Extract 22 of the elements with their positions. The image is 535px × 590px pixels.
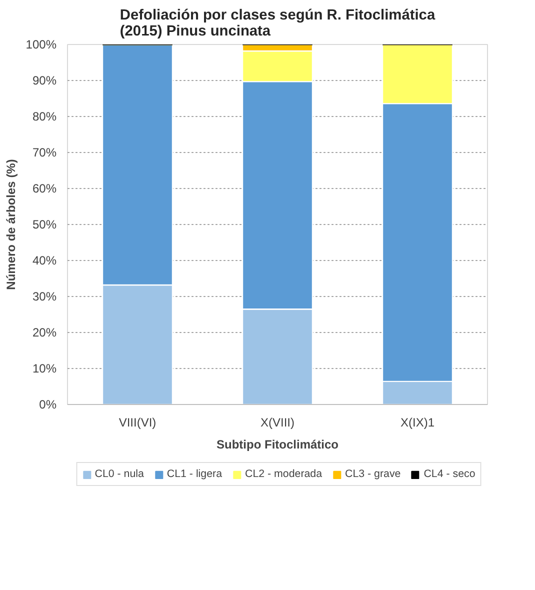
chart-title: Defoliación por clases según R. Fitoclimática (2015) Pinus uncinata — [120, 8, 436, 40]
y-tick-label: 40% — [32, 254, 57, 268]
legend-label: CL2 - moderada — [245, 468, 322, 480]
x-axis-title: Subtipo Fitoclimático — [216, 438, 338, 452]
y-tick-label: 30% — [32, 290, 57, 304]
legend-label: CL4 - seco — [424, 468, 476, 480]
y-axis-title: Número de árboles (%) — [4, 159, 18, 290]
y-tick-label: 20% — [32, 326, 57, 340]
legend-label: CL0 - nula — [94, 468, 144, 480]
x-tick-label: X(VIII) — [260, 416, 295, 430]
legend-label: CL3 - grave — [345, 468, 401, 480]
y-tick-label: 70% — [32, 146, 57, 160]
y-tick-label: 50% — [32, 218, 57, 232]
y-tick-label: 10% — [32, 362, 57, 376]
y-tick-label: 100% — [26, 38, 57, 52]
y-tick-label: 90% — [32, 74, 57, 88]
y-tick-label: 80% — [32, 110, 57, 124]
x-tick-label: VIII(VI) — [118, 416, 156, 430]
y-tick-label: 0% — [39, 398, 57, 412]
legend-label: CL1 - ligera — [166, 468, 222, 480]
y-tick-label: 60% — [32, 182, 57, 196]
x-tick-label: X(IX)1 — [400, 416, 435, 430]
